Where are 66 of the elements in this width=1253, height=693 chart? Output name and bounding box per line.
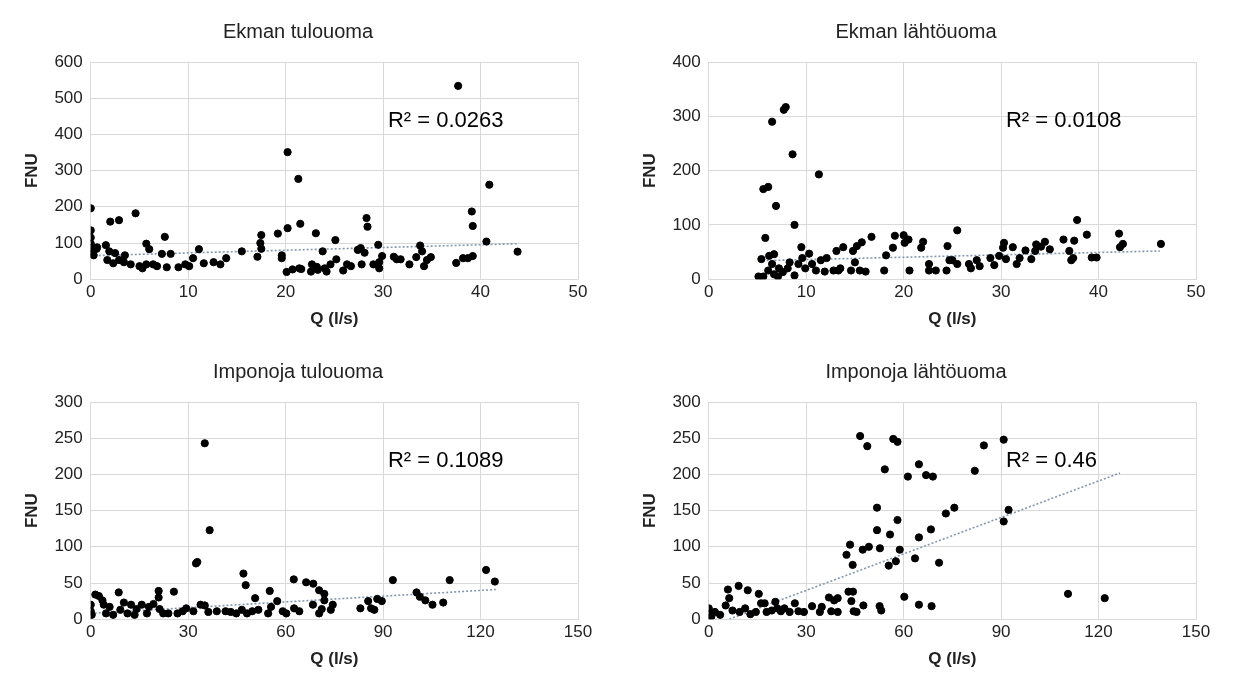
x-tick-label: 150 [1181,622,1211,642]
y-tick-label: 250 [54,427,83,447]
y-tick-label: 200 [54,196,83,216]
x-tick-label: 0 [704,282,714,302]
x-tick-label: 90 [991,622,1011,642]
y-tick-label: 300 [54,160,83,180]
x-tick-label: 30 [178,622,198,642]
y-tick-label: 100 [54,536,83,556]
y-tick-label: 0 [691,608,701,628]
x-tick-label: 150 [563,622,593,642]
y-tick-label: 0 [73,268,83,288]
y-axis-title: FNU [21,153,41,189]
y-tick-label: 100 [54,232,83,252]
x-tick-label: 50 [568,282,588,302]
x-axis-title: Q (l/s) [310,309,359,329]
y-tick-label: 500 [54,87,83,107]
y-tick-label: 200 [672,160,701,180]
y-tick-label: 300 [672,391,701,411]
y-axis-title: FNU [639,493,659,529]
annotation: R² = 0.1089 [387,446,504,472]
y-axis-title: FNU [639,153,659,189]
y-tick-label: 100 [672,214,701,234]
x-tick-label: 90 [373,622,393,642]
chart-title: Imponoja tulouoma [212,359,384,382]
x-tick-label: 30 [373,282,393,302]
y-tick-label: 400 [672,51,701,71]
x-tick-label: 0 [86,622,96,642]
x-tick-label: 0 [704,622,714,642]
y-tick-label: 300 [672,105,701,125]
y-tick-label: 250 [672,427,701,447]
x-tick-label: 20 [276,282,296,302]
y-tick-label: 600 [54,51,83,71]
y-tick-label: 50 [63,572,83,592]
x-tick-label: 60 [894,622,914,642]
x-axis-title: Q (l/s) [928,309,977,329]
annotation: R² = 0.0263 [387,106,504,132]
chart-title: Imponoja lähtöuoma [825,359,1008,382]
x-tick-label: 120 [466,622,495,642]
annotation: R² = 0.0108 [1005,106,1122,132]
y-tick-label: 50 [681,572,701,592]
y-axis-title: FNU [21,493,41,529]
x-tick-label: 10 [796,282,816,302]
y-tick-label: 150 [672,500,701,520]
x-tick-label: 10 [178,282,198,302]
x-tick-label: 40 [471,282,491,302]
y-tick-label: 200 [672,464,701,484]
x-tick-label: 30 [991,282,1011,302]
x-axis-title: Q (l/s) [310,649,359,669]
y-tick-label: 200 [54,464,83,484]
x-tick-label: 120 [1084,622,1113,642]
y-tick-label: 300 [54,391,83,411]
y-tick-label: 0 [691,268,701,288]
y-tick-label: 400 [54,124,83,144]
x-axis-title: Q (l/s) [928,649,977,669]
y-tick-label: 0 [73,608,83,628]
x-tick-label: 50 [1186,282,1206,302]
x-tick-label: 60 [276,622,296,642]
y-tick-label: 150 [54,500,83,520]
x-tick-label: 30 [796,622,816,642]
x-tick-label: 0 [86,282,96,302]
chart-title: Ekman lähtöuoma [835,19,998,42]
y-tick-label: 100 [672,536,701,556]
chart-title: Ekman tulouoma [222,19,374,42]
annotation: R² = 0.46 [1005,446,1098,472]
x-tick-label: 40 [1089,282,1109,302]
x-tick-label: 20 [894,282,914,302]
